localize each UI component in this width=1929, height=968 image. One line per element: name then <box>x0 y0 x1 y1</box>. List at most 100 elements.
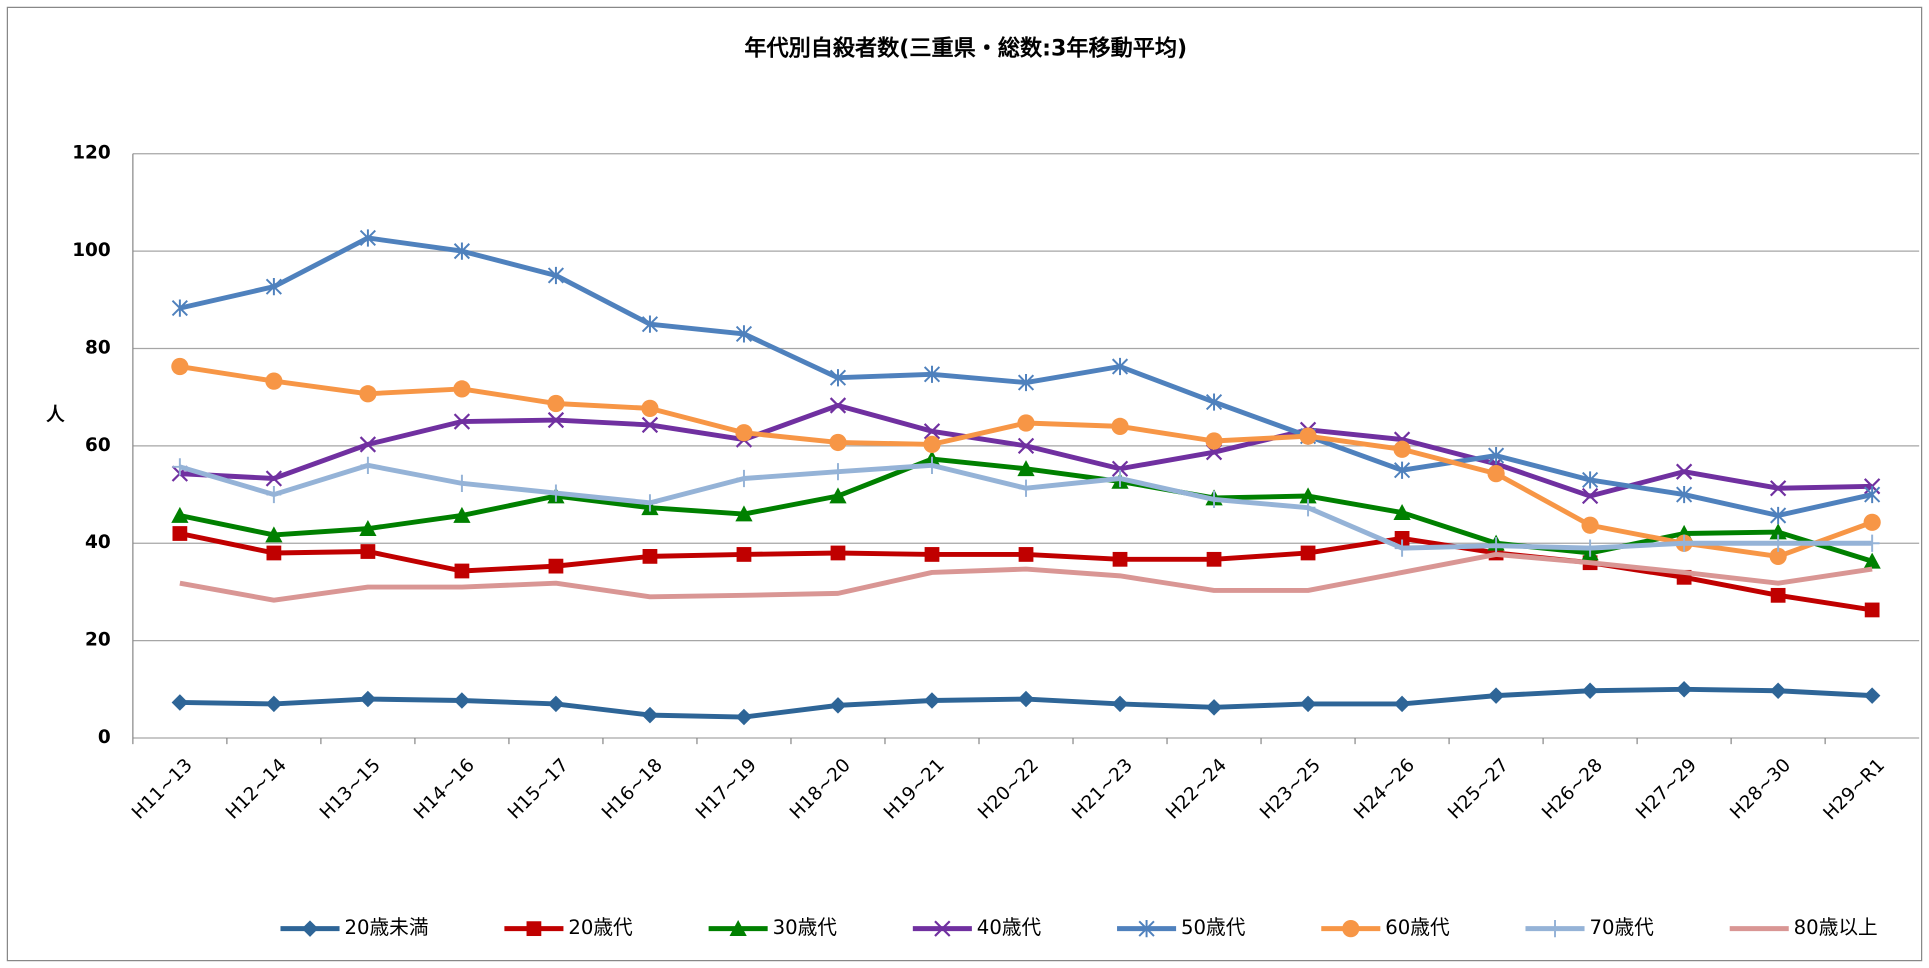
data-point <box>1210 587 1217 594</box>
y-tick-label: 100 <box>72 240 111 261</box>
data-point <box>1675 681 1693 698</box>
data-point <box>928 569 935 576</box>
legend-label: 50歳代 <box>1181 916 1246 939</box>
data-point <box>359 690 377 708</box>
data-point <box>1863 687 1881 704</box>
data-point <box>360 544 376 559</box>
data-point <box>265 470 283 487</box>
data-point <box>1393 440 1411 458</box>
data-point <box>834 590 841 597</box>
legend-label: 60歳代 <box>1385 916 1450 939</box>
legend-label: 40歳代 <box>977 916 1042 939</box>
data-point <box>1863 552 1881 569</box>
legend-label: 70歳代 <box>1589 916 1654 939</box>
data-point <box>1769 523 1787 540</box>
data-point <box>1492 551 1499 558</box>
legend-marker <box>729 920 747 937</box>
legend-marker <box>934 920 951 937</box>
data-point <box>923 423 941 440</box>
legend-marker <box>1756 925 1763 932</box>
data-point <box>735 424 753 442</box>
series-line <box>179 551 1873 603</box>
data-point <box>1581 516 1599 534</box>
data-point <box>642 494 658 512</box>
data-point <box>171 299 188 317</box>
data-point <box>1017 460 1035 477</box>
legend-label: 20歳代 <box>568 916 633 939</box>
data-point <box>1676 534 1692 552</box>
data-point <box>1111 460 1129 477</box>
data-point <box>829 369 847 387</box>
data-point <box>1864 485 1881 504</box>
data-point <box>171 357 189 376</box>
data-point <box>1022 565 1029 572</box>
data-point <box>171 694 189 711</box>
data-point <box>641 315 659 333</box>
data-point <box>172 526 188 541</box>
y-tick-label: 40 <box>85 532 111 553</box>
data-point <box>1393 695 1411 713</box>
data-point <box>735 505 753 522</box>
data-point <box>453 242 470 260</box>
data-point <box>1769 547 1787 565</box>
data-point <box>1112 469 1128 488</box>
data-point <box>265 526 283 543</box>
data-point <box>924 456 940 474</box>
data-point <box>923 692 941 709</box>
data-point <box>454 563 470 579</box>
data-point <box>1299 695 1317 713</box>
data-point <box>547 695 565 713</box>
data-point <box>1299 427 1317 445</box>
data-point <box>1770 587 1786 603</box>
data-point <box>265 695 283 713</box>
data-point <box>1300 499 1316 517</box>
data-point <box>1393 503 1411 520</box>
y-tick-label: 20 <box>85 630 111 651</box>
data-point <box>740 592 747 599</box>
data-point <box>1300 545 1316 561</box>
data-point <box>359 520 377 537</box>
data-point <box>265 372 283 390</box>
data-point <box>266 485 282 504</box>
data-point <box>1017 414 1035 432</box>
legend-label: 80歳以上 <box>1794 916 1878 939</box>
data-point <box>1205 393 1223 411</box>
data-point <box>270 597 277 604</box>
data-point <box>1582 539 1598 557</box>
data-point <box>829 397 847 414</box>
data-point <box>453 380 471 398</box>
data-point <box>453 506 471 523</box>
data-point <box>1676 485 1693 504</box>
data-point <box>1868 565 1875 572</box>
data-point <box>359 436 377 453</box>
chart-title: 年代別自殺者数(三重県・総数:3年移動平均) <box>744 36 1187 62</box>
data-point <box>1017 373 1035 392</box>
data-point <box>1770 506 1787 525</box>
data-point <box>736 547 752 562</box>
data-point <box>171 506 189 523</box>
data-point <box>548 558 564 574</box>
data-point <box>830 545 846 561</box>
data-point <box>923 365 941 383</box>
data-point <box>454 474 470 492</box>
data-point <box>1774 579 1781 586</box>
data-point <box>1582 471 1599 489</box>
data-point <box>1864 602 1880 618</box>
data-point <box>360 456 376 474</box>
legend-label: 30歳代 <box>773 916 838 939</box>
data-point <box>1206 490 1222 509</box>
data-point <box>547 394 565 413</box>
data-point <box>1206 551 1222 567</box>
data-point <box>735 325 753 343</box>
data-point <box>1018 479 1034 497</box>
data-point <box>458 583 465 590</box>
data-point <box>642 549 658 564</box>
y-tick-label: 60 <box>85 435 111 456</box>
y-tick-label: 120 <box>72 143 111 164</box>
data-point <box>172 458 188 476</box>
data-point <box>735 708 753 726</box>
data-point <box>1680 569 1687 576</box>
data-point <box>1299 487 1317 504</box>
data-point <box>1304 587 1311 594</box>
